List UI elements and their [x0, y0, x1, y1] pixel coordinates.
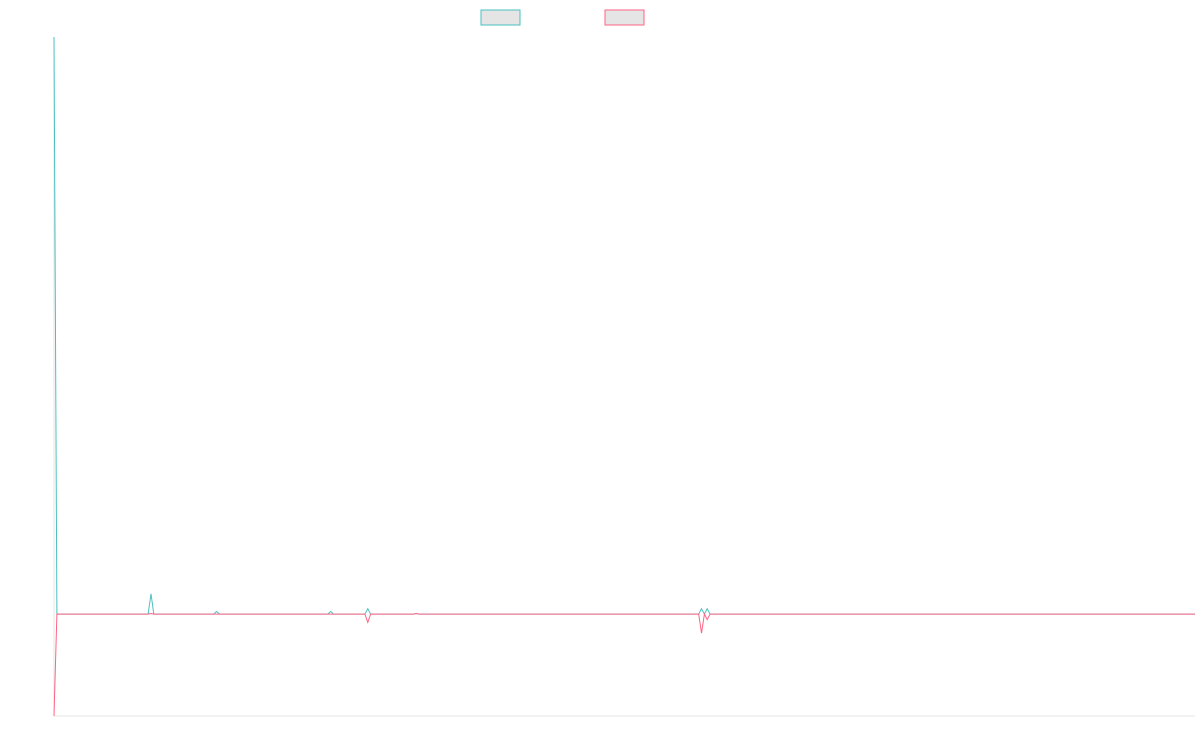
- axes: [53, 37, 1195, 717]
- series-group: [53, 36, 1195, 717]
- series-line-1: [53, 36, 1195, 616]
- legend: [480, 9, 645, 26]
- legend-swatch-2[interactable]: [604, 9, 645, 26]
- series-line-2: [53, 612, 1195, 717]
- legend-swatch-1[interactable]: [480, 9, 521, 26]
